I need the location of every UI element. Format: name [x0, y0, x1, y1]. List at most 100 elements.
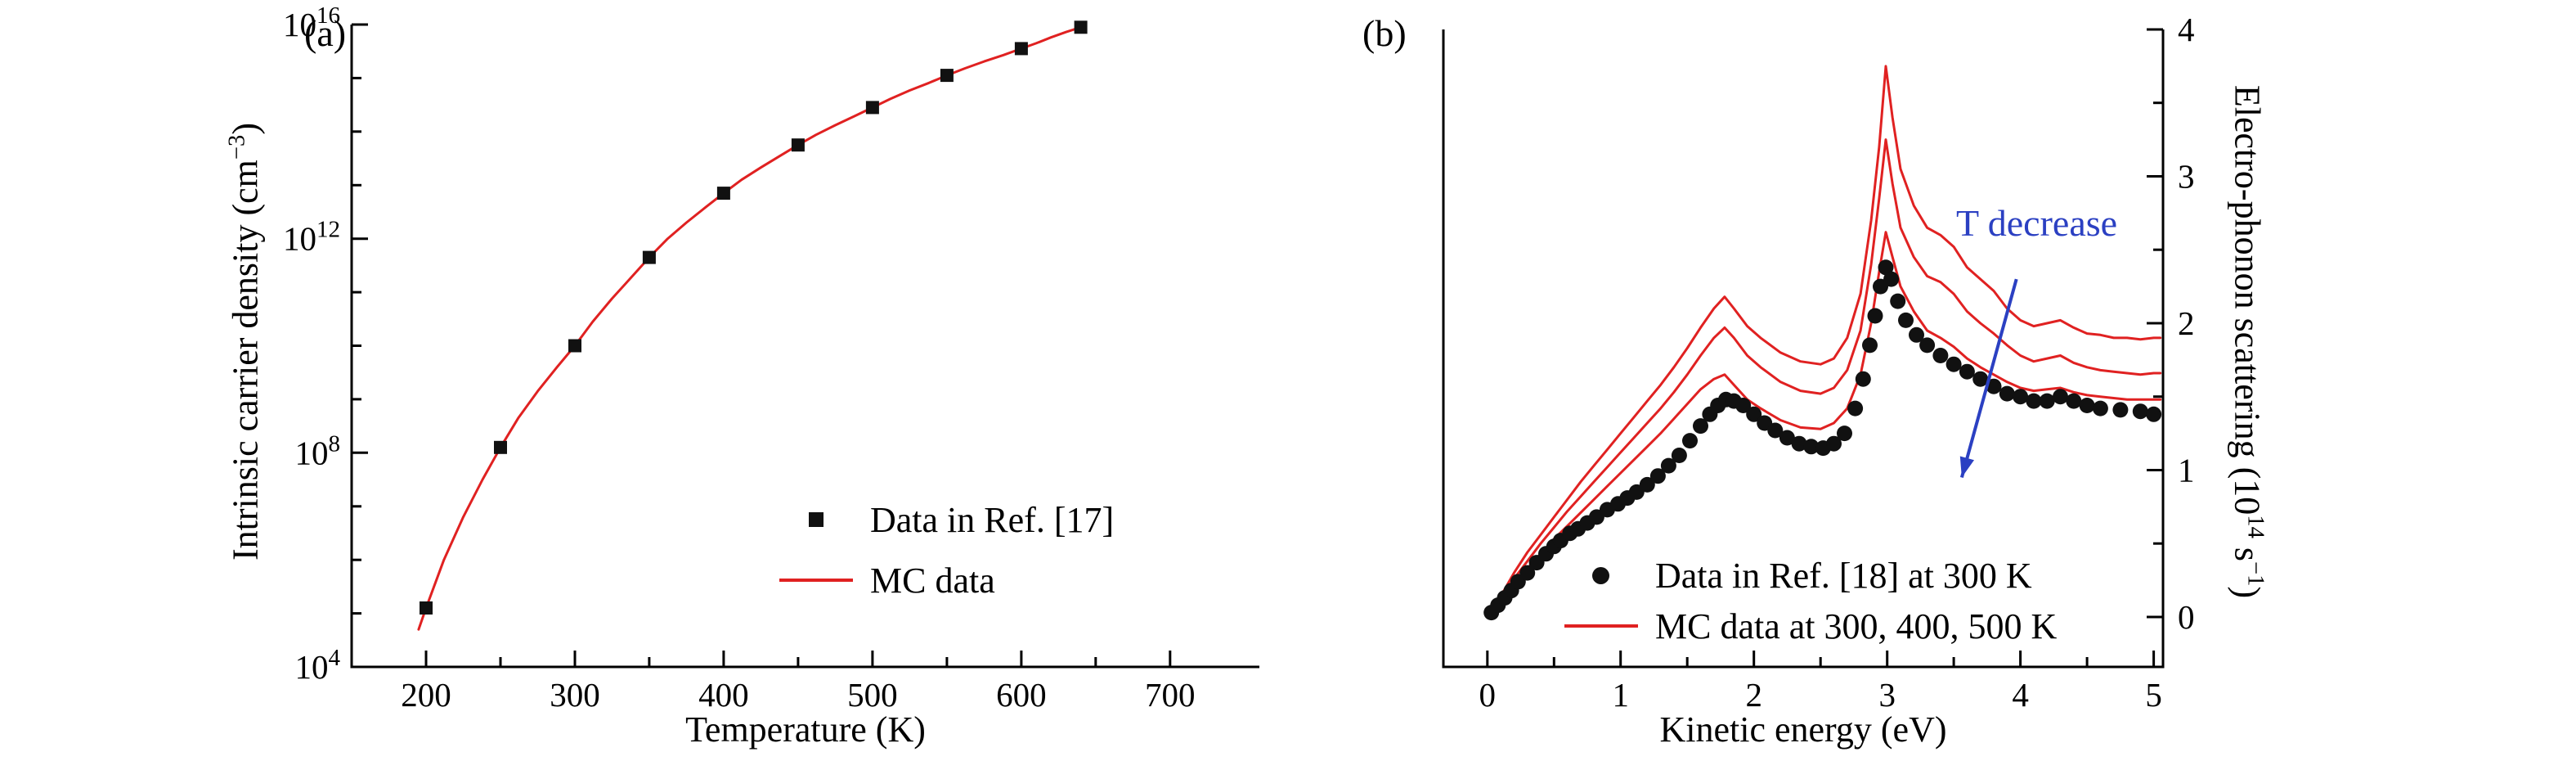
data-point-circle [1909, 326, 1924, 343]
legend-item: MC data [773, 550, 1114, 610]
x-tick-label: 600 [996, 676, 1047, 714]
x-tick-label: 4 [2012, 676, 2029, 714]
y-tick-label: 4 [2178, 11, 2195, 48]
x-tick-label: 200 [401, 676, 451, 714]
x-tick-label: 1 [1612, 676, 1629, 714]
y-tick-label: 104 [295, 645, 341, 686]
data-point-circle [1735, 398, 1752, 413]
panel-a-label: (a) [304, 12, 347, 54]
y-tick-label: 0 [2178, 598, 2195, 636]
data-point-circle [1919, 337, 1936, 353]
legend-item: Data in Ref. [17] [773, 489, 1114, 550]
data-point-square [494, 440, 507, 454]
data-point-circle [1855, 371, 1871, 387]
series-line [417, 25, 1083, 631]
axis-title-superscript: 14 [2242, 515, 2269, 538]
data-point-circle [2079, 398, 2095, 413]
series-line [1488, 231, 2162, 615]
data-point-square [791, 138, 805, 152]
axis-title-text: ) [225, 123, 266, 135]
data-point-circle [1639, 476, 1655, 493]
y-tick-label: 3 [2178, 158, 2195, 196]
data-point-circle [1803, 439, 1820, 455]
x-tick-label: 5 [2145, 676, 2162, 714]
data-point-circle [2066, 393, 2082, 409]
x-tick-label: 2 [1745, 676, 1762, 714]
data-point-circle [1847, 400, 1864, 417]
data-point-square [1074, 20, 1088, 34]
data-point-circle [1878, 259, 1894, 276]
data-point-circle [1898, 312, 1914, 328]
t-decrease-annotation: T decrease [1956, 202, 2118, 244]
data-point-circle [1791, 435, 1807, 452]
data-point-circle [2146, 406, 2162, 422]
panel-b-x-axis-title: Kinetic energy (eV) [1659, 709, 1947, 750]
x-tick-label: 0 [1479, 676, 1497, 714]
data-point-circle [1746, 406, 1762, 422]
red-line-icon [773, 579, 859, 582]
x-tick-label: 300 [550, 676, 600, 714]
x-tick-label: 3 [1878, 676, 1896, 714]
data-point-circle [2039, 393, 2055, 409]
data-point-circle [1779, 430, 1795, 446]
circle-marker-icon [1558, 567, 1644, 584]
data-point-circle [2013, 389, 2029, 405]
data-point-circle [1519, 565, 1536, 581]
data-point-circle [1693, 418, 1708, 435]
axis-title-text: Electro-phonon scattering (10 [2227, 84, 2268, 516]
t-decrease-arrow [1959, 278, 2018, 479]
data-point-square [420, 601, 433, 615]
data-point-circle [1945, 356, 1962, 372]
data-point-circle [1837, 426, 1852, 442]
data-point-circle [1986, 378, 2002, 394]
data-point-square [716, 187, 730, 200]
legend-item: MC data at 300, 400, 500 K [1558, 601, 2057, 651]
y-tick-label: 2 [2178, 304, 2195, 342]
legend-label: MC data [870, 560, 995, 601]
x-tick-label: 500 [847, 676, 898, 714]
data-point-circle [2132, 403, 2148, 420]
panel-a-x-axis-title: Temperature (K) [685, 709, 926, 750]
data-point-circle [2092, 400, 2108, 417]
panel-b-label: (b) [1362, 12, 1407, 54]
data-point-circle [1932, 348, 1949, 363]
data-point-circle [2112, 402, 2129, 418]
red-line-icon [1558, 624, 1644, 628]
data-point-circle [1959, 363, 1975, 380]
axis-title-superscript: −1 [2242, 561, 2269, 587]
legend-label: Data in Ref. [17] [870, 499, 1115, 540]
data-point-square [568, 339, 581, 353]
axis-title-text: Intrinsic carrier density (cm [225, 160, 266, 561]
data-point-circle [1682, 433, 1698, 449]
panel-b-axes [1442, 29, 2165, 669]
axis-title-text: s [2227, 538, 2268, 561]
panel-b-legend: Data in Ref. [18] at 300 K MC data at 30… [1558, 550, 2057, 651]
data-point-circle [1867, 308, 1883, 324]
data-point-circle [1671, 448, 1687, 463]
legend-item: Data in Ref. [18] at 300 K [1558, 550, 2057, 601]
panel-a-y-axis-title: Intrinsic carrier density (cm−3) [225, 0, 267, 686]
t-decrease-arrowhead [1959, 456, 1974, 478]
series-line [1488, 65, 2162, 615]
y-tick-label: 108 [295, 430, 341, 471]
x-tick-label: 700 [1145, 676, 1196, 714]
data-point-circle [1972, 371, 1989, 387]
data-point-circle [1767, 422, 1784, 439]
data-point-circle [1649, 468, 1666, 484]
data-point-circle [1826, 435, 1842, 452]
data-point-square [940, 69, 954, 83]
data-point-circle [1862, 337, 1878, 353]
data-point-circle [1660, 457, 1676, 474]
y-tick-label: 1 [2178, 452, 2195, 489]
data-point-square [642, 250, 656, 264]
x-tick-label: 400 [698, 676, 749, 714]
data-point-square [1014, 42, 1028, 56]
panel-a-legend: Data in Ref. [17] MC data [773, 489, 1114, 610]
y-tick-label: 1016 [283, 2, 340, 43]
data-point-circle [1883, 271, 1900, 287]
legend-label: Data in Ref. [18] at 300 K [1655, 555, 2032, 596]
data-point-circle [1890, 293, 1906, 309]
series-line [1488, 138, 2162, 615]
